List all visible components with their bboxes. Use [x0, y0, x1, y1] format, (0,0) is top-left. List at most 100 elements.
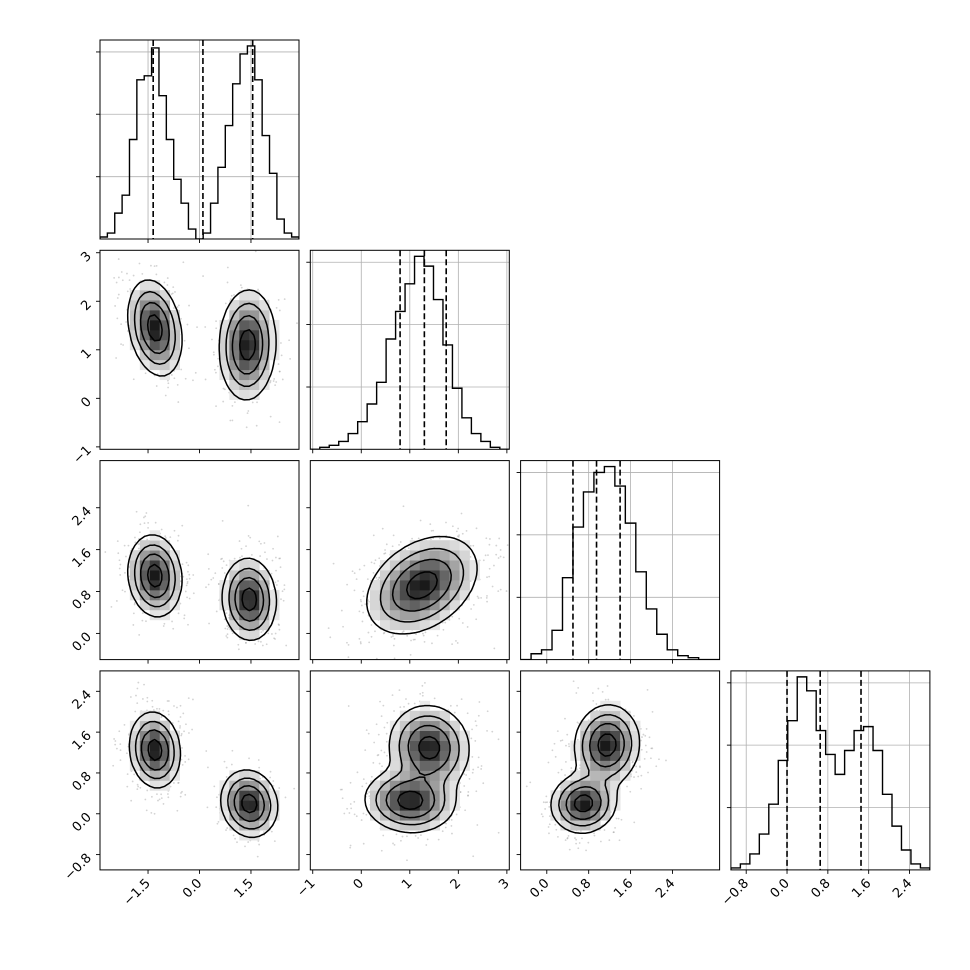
density-cell: [139, 359, 151, 371]
density-cell: [449, 730, 460, 741]
hist-step-2: [520, 465, 720, 660]
scatter-point: [459, 791, 462, 793]
scatter-point: [225, 776, 228, 778]
scatter-point: [465, 529, 468, 532]
scatter-point: [630, 775, 632, 778]
density-cell: [610, 790, 621, 801]
density-cell: [449, 790, 460, 801]
scatter-point: [370, 635, 373, 638]
scatter-point: [145, 620, 147, 623]
density-cell: [429, 589, 441, 601]
contour-2-3-2: [565, 722, 625, 820]
scatter-point: [419, 519, 422, 522]
scatter-point: [166, 700, 169, 702]
x-tick-label-2-3: 2.4: [653, 876, 678, 901]
scatter-point: [239, 556, 241, 559]
scatter-point: [177, 534, 180, 537]
scatter-point: [173, 705, 175, 707]
density-cell: [610, 760, 621, 771]
density-cell: [590, 770, 601, 781]
scatter-point: [276, 535, 279, 538]
y-tick-label-1-2: 1: [78, 346, 94, 362]
scatter-point: [575, 842, 578, 845]
scatter-point: [184, 793, 187, 796]
scatter-point: [551, 749, 554, 752]
density-cell: [389, 780, 401, 791]
scatter-point: [348, 812, 351, 814]
scatter-point: [192, 574, 195, 576]
scatter-point: [502, 556, 505, 559]
density-cell: [229, 349, 240, 361]
scatter-point: [245, 545, 247, 547]
scatter-point: [347, 643, 350, 646]
scatter-point: [478, 701, 481, 703]
scatter-point: [249, 536, 252, 539]
scatter-point: [576, 738, 579, 741]
scatter-point: [585, 849, 587, 852]
density-cell: [429, 780, 441, 791]
scatter-point: [127, 544, 130, 547]
density-cell: [149, 720, 161, 731]
scatter-point: [155, 264, 158, 267]
scatter-point: [630, 773, 632, 776]
scatter-point: [176, 809, 179, 812]
density-cell: [370, 580, 381, 591]
scatter-point: [567, 835, 570, 837]
scatter-point: [361, 620, 364, 623]
scatter-point: [266, 558, 268, 560]
scatter-point: [414, 835, 417, 837]
density-cell: [259, 599, 270, 611]
density-cell: [149, 740, 161, 751]
pair-panel-0-2: [96, 460, 300, 664]
scatter-point: [187, 564, 190, 567]
x-tick-label-3-4: 2.4: [890, 876, 915, 901]
density-cell: [580, 770, 591, 781]
density-cell: [600, 730, 611, 741]
scatter-point: [216, 796, 218, 799]
scatter-point: [153, 265, 156, 268]
scatter-point: [432, 529, 435, 532]
scatter-point: [561, 739, 564, 742]
scatter-point: [269, 776, 272, 779]
scatter-point: [212, 351, 215, 354]
scatter-point: [482, 782, 485, 785]
density-cell: [419, 570, 431, 581]
density-cell: [459, 540, 470, 551]
density-cell: [259, 339, 270, 351]
scatter-point: [147, 526, 149, 529]
scatter-point: [181, 747, 183, 749]
scatter-point: [486, 600, 488, 603]
scatter-point: [262, 629, 264, 632]
scatter-point: [150, 264, 152, 267]
scatter-point: [259, 777, 262, 780]
scatter-point: [480, 596, 483, 599]
scatter-point: [278, 309, 281, 312]
scatter-point: [414, 638, 416, 641]
density-cell: [439, 710, 450, 722]
scatter-point: [457, 527, 460, 530]
density-cell: [399, 720, 411, 731]
scatter-point: [378, 577, 381, 579]
pair-panel-0-3: [96, 670, 300, 874]
scatter-point: [445, 521, 447, 524]
scatter-point: [206, 806, 209, 809]
scatter-point: [192, 379, 194, 382]
scatter-point: [484, 554, 487, 557]
density-cell: [469, 560, 480, 571]
density-cell: [429, 609, 441, 621]
density-cell: [379, 770, 391, 781]
scatter-point: [247, 535, 250, 537]
scatter-point: [137, 785, 140, 788]
contour-0-3-3: [147, 738, 258, 814]
density-cell: [229, 810, 240, 821]
scatter-point: [499, 549, 502, 551]
density-cell: [249, 560, 260, 571]
scatter-point: [374, 559, 377, 562]
scatter-point: [576, 768, 578, 771]
scatter-point: [289, 358, 292, 360]
scatter-point: [126, 785, 129, 788]
scatter-point: [222, 387, 225, 390]
density-cell: [249, 599, 260, 611]
density-cell: [389, 770, 401, 781]
scatter-point: [553, 742, 556, 745]
